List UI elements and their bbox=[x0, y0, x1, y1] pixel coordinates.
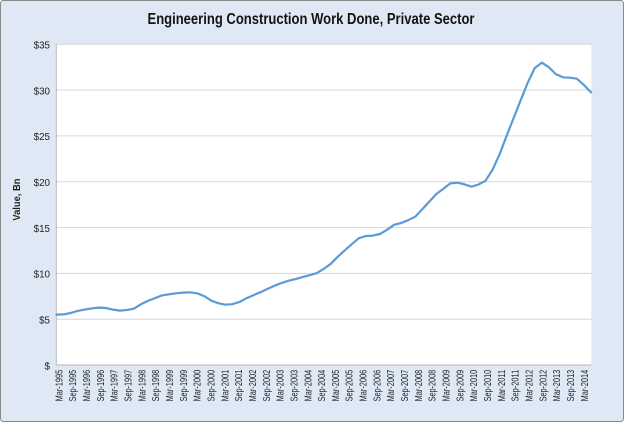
svg-text:Mar-2007: Mar-2007 bbox=[386, 370, 397, 402]
svg-text:Sep-1996: Sep-1996 bbox=[96, 369, 107, 401]
svg-text:Mar-2014: Mar-2014 bbox=[580, 369, 591, 401]
svg-text:Mar-1996: Mar-1996 bbox=[82, 369, 93, 401]
svg-text:Sep-2011: Sep-2011 bbox=[511, 370, 522, 402]
svg-text:Sep-2013: Sep-2013 bbox=[566, 369, 577, 401]
svg-text:Mar-2002: Mar-2002 bbox=[248, 370, 259, 402]
svg-text:Mar-2001: Mar-2001 bbox=[220, 370, 231, 402]
svg-text:Mar-1995: Mar-1995 bbox=[54, 369, 65, 401]
svg-text:Mar-2010: Mar-2010 bbox=[469, 369, 480, 401]
svg-text:$5: $5 bbox=[39, 316, 50, 327]
svg-text:Mar-2013: Mar-2013 bbox=[552, 369, 563, 401]
svg-text:Sep-2004: Sep-2004 bbox=[317, 369, 328, 401]
svg-text:Sep-1997: Sep-1997 bbox=[124, 370, 135, 402]
svg-text:Mar-1998: Mar-1998 bbox=[137, 369, 148, 401]
svg-text:Engineering Construction Work: Engineering Construction Work Done, Priv… bbox=[148, 11, 475, 28]
svg-text:Mar-2009: Mar-2009 bbox=[442, 370, 453, 402]
svg-text:Sep-2005: Sep-2005 bbox=[345, 369, 356, 401]
svg-text:Sep-2008: Sep-2008 bbox=[428, 369, 439, 401]
svg-text:Sep-1995: Sep-1995 bbox=[68, 369, 79, 401]
svg-text:$35: $35 bbox=[34, 41, 51, 52]
svg-text:$25: $25 bbox=[34, 132, 51, 143]
svg-text:Sep-2006: Sep-2006 bbox=[372, 369, 383, 401]
svg-text:Sep-2002: Sep-2002 bbox=[262, 370, 273, 402]
svg-text:Mar-2005: Mar-2005 bbox=[331, 369, 342, 401]
svg-text:$20: $20 bbox=[34, 178, 51, 189]
svg-text:Sep-2007: Sep-2007 bbox=[400, 370, 411, 402]
svg-text:Sep-1999: Sep-1999 bbox=[179, 370, 190, 402]
svg-text:Mar-2004: Mar-2004 bbox=[303, 369, 314, 401]
svg-text:Mar-2012: Mar-2012 bbox=[525, 370, 536, 402]
svg-text:$: $ bbox=[45, 361, 51, 372]
svg-text:Sep-1998: Sep-1998 bbox=[151, 369, 162, 401]
svg-text:Sep-2001: Sep-2001 bbox=[234, 370, 245, 402]
svg-text:Sep-2010: Sep-2010 bbox=[483, 369, 494, 401]
svg-text:$30: $30 bbox=[34, 86, 51, 97]
svg-text:$15: $15 bbox=[34, 224, 51, 235]
svg-text:Sep-2000: Sep-2000 bbox=[207, 369, 218, 401]
svg-text:Mar-1999: Mar-1999 bbox=[165, 370, 176, 402]
svg-text:$10: $10 bbox=[34, 270, 51, 281]
svg-text:Mar-2003: Mar-2003 bbox=[276, 369, 287, 401]
svg-text:Sep-2009: Sep-2009 bbox=[455, 370, 466, 402]
svg-text:Sep-2003: Sep-2003 bbox=[289, 369, 300, 401]
svg-text:Sep-2012: Sep-2012 bbox=[538, 370, 549, 402]
svg-text:Mar-2000: Mar-2000 bbox=[193, 369, 204, 401]
svg-text:Mar-2011: Mar-2011 bbox=[497, 370, 508, 402]
svg-text:Mar-2006: Mar-2006 bbox=[359, 369, 370, 401]
svg-text:Mar-1997: Mar-1997 bbox=[110, 370, 121, 402]
svg-text:Value, Bn: Value, Bn bbox=[12, 179, 23, 221]
svg-text:Mar-2008: Mar-2008 bbox=[414, 369, 425, 401]
